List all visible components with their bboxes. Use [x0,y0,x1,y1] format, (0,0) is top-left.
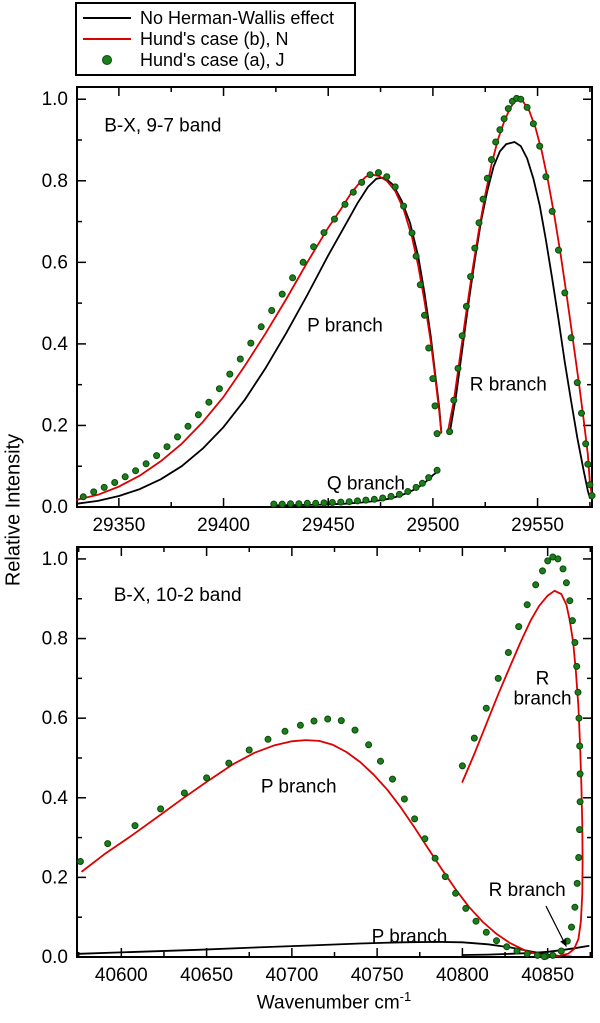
y-tick-label: 1.0 [42,89,68,110]
x-tick-label: 40650 [180,965,233,986]
annotation-q-branch-label: Q branch [327,473,405,494]
legend-label-case-b: Hund's case (b), N [140,28,289,49]
legend-label-case-a: Hund's case (a), J [140,50,285,71]
series-r-dots [446,94,596,500]
y-tick-label: 1.0 [42,549,68,570]
legend: No Herman-Wallis effect Hund's case (b),… [75,2,356,76]
panel-1: 40600 40650 40700 40750 40800 40850 0.0 0.2 0.4 0… [42,546,593,986]
series-p-red [81,739,556,958]
series-p-dots [79,169,441,501]
y-axis-title: Relative Intensity [2,433,25,587]
x-axis-title-base: Wavenumber cm [256,992,400,1014]
x-tick-label: 40700 [265,965,318,986]
series-r-black [448,141,591,499]
x-tick-label: 29550 [511,515,564,536]
y-tick-label: 0.4 [42,334,69,355]
x-tick-label: 40850 [521,965,574,986]
y-tick-label: 0.8 [42,171,68,192]
annotation-p-branch-label: P branch [261,777,337,798]
y-tick-label: 0.6 [42,252,68,273]
case-a-dot-sample [83,55,131,66]
series-p-dots [76,715,550,960]
x-tick-label: 40800 [436,965,489,986]
x-axis-title: Wavenumber cm-1 [257,989,411,1014]
y-tick-label: 0.0 [42,497,68,518]
legend-row-case-a: Hund's case (a), J [83,51,348,69]
annotation-p-branch-label: P branch [307,316,383,337]
y-tick-label: 0.2 [42,867,68,888]
series-r-red [461,589,584,958]
y-tick-label: 0.8 [42,629,68,650]
series-p-black [77,941,573,958]
legend-row-case-b: Hund's case (b), N [83,30,348,48]
x-tick-label: 29400 [197,515,250,536]
x-tick-label: 29350 [92,515,145,536]
annotation-band-title: B-X, 9-7 band [104,116,221,137]
series-p-black [76,176,443,505]
series-r-dots [458,553,584,961]
series-p-red [76,173,443,501]
x-axis-title-exponent: -1 [399,989,412,1004]
no-hw-line-sample [83,16,131,19]
y-tick-label: 0.4 [42,788,69,809]
x-tick-label: 40750 [351,965,404,986]
r-branch-weak-arrow [545,905,567,947]
y-tick-label: 0.6 [42,708,68,729]
annotation-p-branch-weak-label: P branch [372,926,448,947]
legend-label-no-hw: No Herman-Wallis effect [140,7,335,28]
y-tick-label: 0.2 [42,415,68,436]
annotation-r-branch-weak-label: R branch [489,880,566,901]
x-tick-label: 29500 [406,515,459,536]
tick-labels: 40600 40650 40700 40750 40800 40850 0.0 0.2 0.4 0… [42,549,575,986]
y-tick-label: 0.0 [42,947,68,968]
x-tick-label: 40600 [95,965,148,986]
case-b-line-sample [83,37,131,40]
x-tick-label: 29450 [302,515,355,536]
annotation-band-title: B-X, 10-2 band [114,585,242,606]
series-r-red [446,98,593,498]
annotation-r-branch-label: R branch [470,375,547,396]
panel-0: 29350 29400 29450 29500 29550 0.0 0.2 0.4 0.6 0.8… [42,86,596,536]
axes-frame [76,86,593,508]
series-q-dots [270,466,441,508]
ticks [77,87,592,508]
legend-row-no-hw: No Herman-Wallis effect [83,9,348,27]
tick-labels: 29350 29400 29450 29500 29550 0.0 0.2 0.4 0.6 0.8… [42,89,564,536]
